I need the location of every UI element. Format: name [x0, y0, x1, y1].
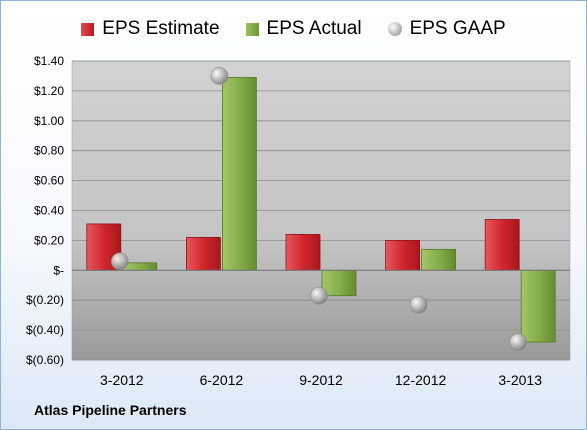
legend-item-eps-gaap: EPS GAAP	[387, 18, 506, 40]
legend-label-eps-actual: EPS Actual	[266, 18, 362, 39]
bar-eps-actual	[221, 77, 257, 271]
legend-item-eps-actual: EPS Actual	[245, 18, 362, 40]
legend-item-eps-estimate: EPS Estimate	[81, 18, 220, 40]
legend-swatch-eps-estimate	[81, 22, 95, 36]
point-eps-gaap	[509, 333, 528, 351]
x-tick-label: 6-2012	[200, 372, 244, 388]
bar-eps-estimate	[185, 237, 221, 271]
legend-label-eps-estimate: EPS Estimate	[102, 18, 220, 39]
y-tick-label: $0.20	[34, 233, 64, 247]
y-tick-label: $1.20	[34, 84, 64, 98]
y-tick-label: $1.00	[34, 114, 64, 128]
x-tick-label: 9-2012	[299, 372, 343, 388]
point-eps-gaap	[409, 295, 428, 314]
gaap-points	[111, 67, 528, 351]
y-tick-label: $0.60	[34, 174, 64, 188]
legend-dot-eps-gaap	[387, 22, 402, 36]
bar-eps-actual	[421, 248, 457, 271]
bar-eps-actual	[321, 269, 357, 297]
legend-label-eps-gaap: EPS GAAP	[409, 18, 506, 39]
point-eps-gaap	[310, 286, 328, 305]
bar-series	[86, 77, 556, 343]
bar-eps-estimate	[484, 219, 520, 271]
x-tick-label: 12-2012	[395, 372, 447, 388]
y-tick-label: $(0.40)	[26, 323, 64, 337]
y-tick-label: $1.40	[34, 54, 64, 68]
y-tick-label: $(0.60)	[26, 353, 64, 367]
chart-legend: EPS Estimate EPS Actual EPS GAAP	[0, 14, 587, 44]
y-tick-label: $0.40	[34, 204, 64, 218]
y-tick-label: $0.80	[34, 144, 64, 158]
company-name: Atlas Pipeline Partners	[34, 402, 187, 418]
point-eps-gaap	[111, 252, 129, 271]
bar-eps-actual	[520, 269, 556, 343]
legend-swatch-eps-actual	[245, 22, 259, 36]
x-axis-ticks: 3-2012 6-2012 9-2012 12-2012 3-2013	[100, 372, 542, 388]
x-tick-label: 3-2013	[498, 372, 542, 388]
y-axis-ticks: $1.40 $1.20 $1.00 $0.80 $0.60 $0.40 $0.20 $- $(0…	[26, 54, 64, 367]
bar-eps-estimate	[385, 239, 421, 271]
x-tick-label: 3-2012	[100, 372, 144, 388]
y-tick-label: $(0.20)	[26, 293, 64, 307]
bar-eps-estimate	[285, 234, 321, 271]
y-tick-label: $-	[53, 263, 64, 277]
point-eps-gaap	[210, 67, 229, 85]
